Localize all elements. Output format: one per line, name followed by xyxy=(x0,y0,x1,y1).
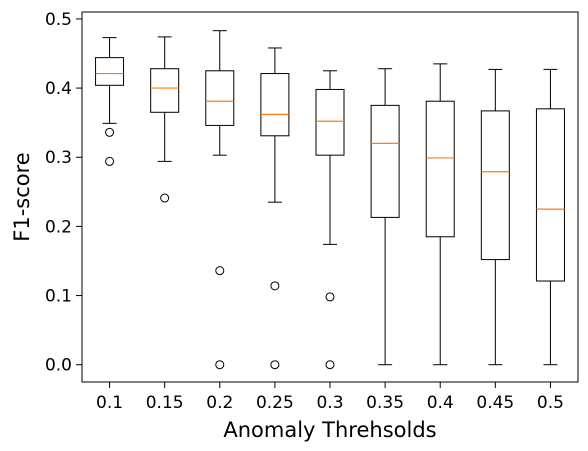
box-group xyxy=(370,68,400,366)
outlier-point xyxy=(215,360,225,370)
y-tick-label: 0.4 xyxy=(45,79,72,99)
x-tick-label: 0.5 xyxy=(537,393,564,413)
x-tick-label: 0.4 xyxy=(427,393,454,413)
y-tick-label: 0.2 xyxy=(45,217,72,237)
x-tick-label: 0.45 xyxy=(476,393,514,413)
box-group xyxy=(425,63,455,366)
outlier-point xyxy=(325,292,335,302)
outlier-point xyxy=(270,281,280,291)
box-group xyxy=(150,36,180,203)
box-group xyxy=(315,70,345,370)
x-tick-label: 0.1 xyxy=(96,393,123,413)
y-axis: 0.0 0.1 0.2 0.3 0.4 0.5 xyxy=(45,10,82,376)
box xyxy=(370,104,400,218)
box xyxy=(315,88,345,156)
y-tick-label: 0.0 xyxy=(45,356,72,376)
outlier-point xyxy=(105,156,115,166)
x-tick-label: 0.35 xyxy=(366,393,404,413)
box-group xyxy=(480,68,510,366)
x-tick-label: 0.2 xyxy=(206,393,233,413)
y-axis-label: F1-score xyxy=(10,152,34,241)
outlier-point xyxy=(325,360,335,370)
box xyxy=(95,57,125,86)
box xyxy=(535,108,565,282)
x-axis-label: Anomaly Threhsolds xyxy=(223,418,436,442)
box-group xyxy=(205,30,235,370)
box xyxy=(480,110,510,261)
outlier-point xyxy=(105,127,115,137)
x-axis: 0.1 0.15 0.2 0.25 0.3 0.35 0.4 0.45 0.5 xyxy=(96,382,564,413)
box xyxy=(205,70,235,126)
y-tick-label: 0.5 xyxy=(45,10,72,30)
y-tick-label: 0.3 xyxy=(45,148,72,168)
outlier-point xyxy=(160,193,170,203)
box xyxy=(150,68,180,113)
box-group xyxy=(260,47,290,370)
x-tick-label: 0.3 xyxy=(316,393,343,413)
outlier-point xyxy=(270,360,280,370)
x-tick-label: 0.15 xyxy=(146,393,184,413)
box xyxy=(425,100,455,238)
box xyxy=(260,73,290,137)
outlier-point xyxy=(215,266,225,276)
box-group xyxy=(95,37,125,166)
plot-area xyxy=(95,30,565,370)
box-group xyxy=(535,68,565,366)
y-tick-label: 0.1 xyxy=(45,287,72,307)
x-tick-label: 0.25 xyxy=(256,393,294,413)
